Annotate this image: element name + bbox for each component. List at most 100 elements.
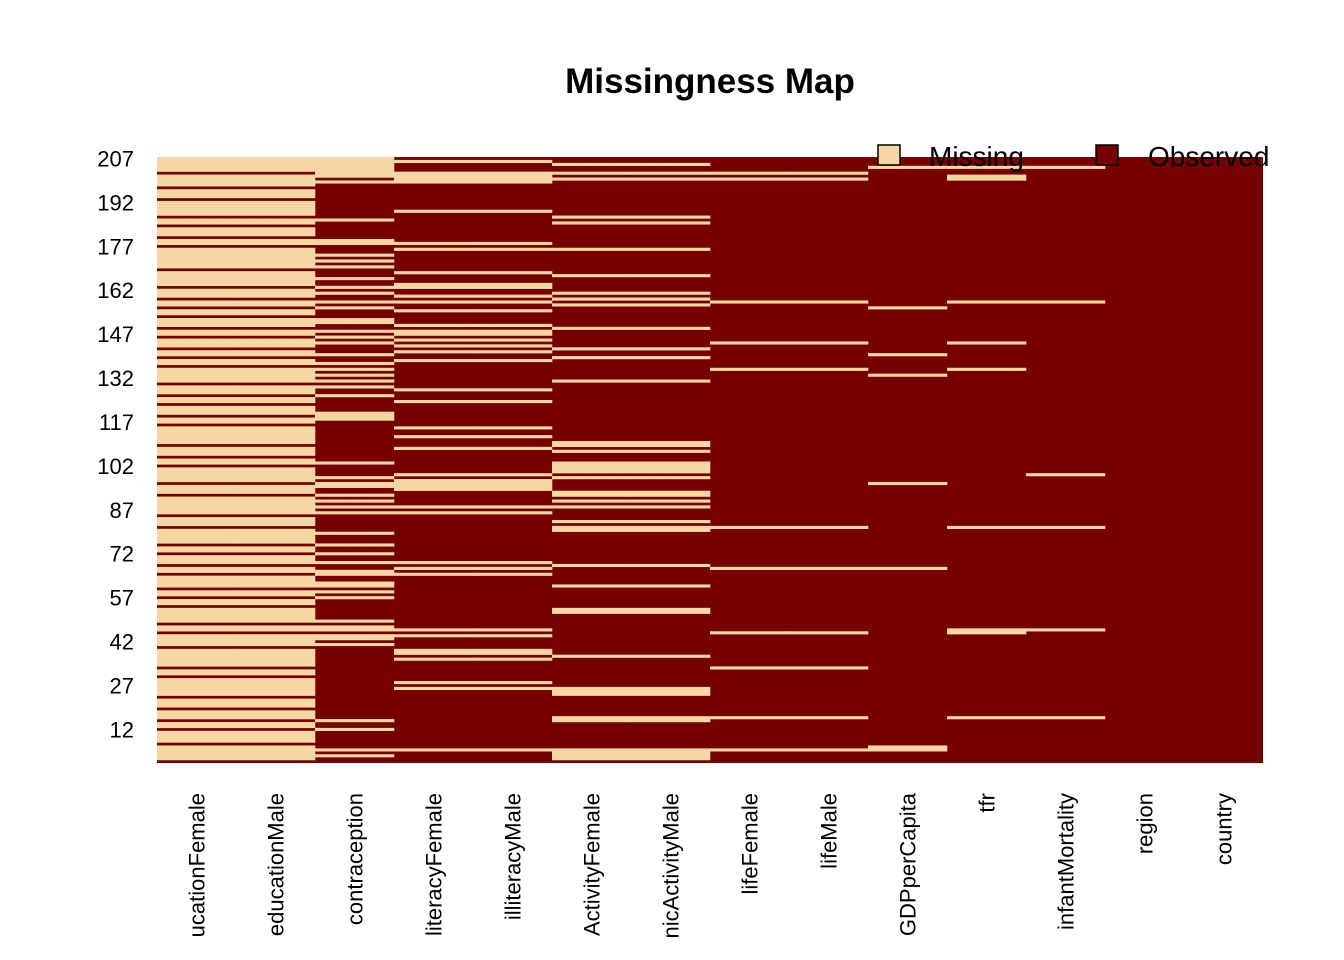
missing-cell <box>868 306 948 310</box>
missing-cell <box>631 520 711 524</box>
missing-cell <box>473 344 553 348</box>
missing-cell <box>315 596 395 600</box>
missing-cell <box>710 525 790 529</box>
missing-cell <box>947 165 1027 169</box>
column-infantMortality <box>1026 165 1106 720</box>
missing-cell <box>394 171 474 184</box>
missing-cell <box>473 566 553 570</box>
column-illiteracyMale <box>473 159 553 752</box>
missing-cell <box>947 716 1027 720</box>
missing-cell <box>315 379 395 383</box>
missing-cell <box>157 300 237 307</box>
x-tick-label-GDPperCapita: GDPperCapita <box>896 792 921 936</box>
missing-cell <box>315 353 395 357</box>
missing-cell <box>394 681 474 685</box>
missing-cell <box>157 678 237 696</box>
missing-cell <box>631 748 711 761</box>
x-axis-ticks: ucationFemale educationMale contraception l… <box>185 792 1237 938</box>
column-GDPperCapita <box>868 165 948 752</box>
missing-cell <box>473 300 553 304</box>
missing-cell <box>157 669 237 676</box>
missing-cell <box>473 399 553 404</box>
x-tick-label-educationMale: educationMale <box>264 793 289 936</box>
missing-cell <box>315 411 395 421</box>
missing-cell <box>473 329 553 336</box>
missing-cell <box>631 162 711 166</box>
x-tick-label-infantMortality: infantMortality <box>1054 793 1079 930</box>
missing-cell <box>236 625 316 632</box>
missing-cell <box>157 405 237 415</box>
missing-cell <box>315 581 395 588</box>
missing-cell <box>236 648 316 667</box>
missing-cell <box>236 575 316 588</box>
missing-cell <box>315 552 395 556</box>
missing-cell <box>236 300 316 307</box>
missing-cell <box>315 499 395 503</box>
missing-cell <box>315 329 395 333</box>
missing-cell <box>157 157 237 172</box>
missing-cell <box>473 426 553 430</box>
column-contraception <box>315 157 395 758</box>
missing-cell <box>236 546 316 553</box>
missing-cell <box>236 599 316 606</box>
missing-cell <box>236 318 316 327</box>
missing-cell <box>315 361 395 366</box>
missing-cell <box>157 309 237 316</box>
x-tick-label-tfr: tfr <box>975 793 1000 813</box>
missing-cell <box>315 318 395 325</box>
missing-cell <box>315 277 395 281</box>
missing-cell <box>1026 525 1106 529</box>
missing-cell <box>157 745 237 761</box>
missing-cell <box>631 505 711 509</box>
missing-cell <box>236 698 316 708</box>
missing-cell <box>552 291 632 295</box>
missing-cell <box>315 619 395 623</box>
missing-cell <box>236 426 316 445</box>
y-tick-label: 57 <box>110 586 134 611</box>
missing-cell <box>157 648 237 667</box>
missing-cell <box>947 367 1027 371</box>
missing-cell <box>789 367 869 371</box>
missing-cell <box>157 555 237 565</box>
y-tick-label: 207 <box>97 146 134 171</box>
missing-cell <box>552 274 632 278</box>
missing-cell <box>157 517 237 527</box>
missing-cell <box>236 350 316 357</box>
legend-swatch-missing <box>877 144 901 166</box>
missing-cell <box>236 745 316 761</box>
missing-cell <box>473 479 553 491</box>
missing-cell <box>631 584 711 588</box>
missing-cell <box>315 265 395 269</box>
x-tick-label-country: country <box>1212 793 1237 865</box>
missing-cell <box>710 177 790 181</box>
missing-cell <box>236 607 316 623</box>
missing-cell <box>394 446 474 450</box>
y-tick-label: 192 <box>97 190 134 215</box>
missing-cell <box>631 476 711 480</box>
missing-cell <box>157 271 237 287</box>
missing-cell <box>947 341 1027 345</box>
x-tick-label-region: region <box>1133 793 1158 854</box>
missing-cell <box>236 634 316 647</box>
missing-cell <box>394 300 474 304</box>
missing-cell <box>236 528 316 544</box>
missing-cell <box>552 476 632 480</box>
missing-cell <box>789 300 869 304</box>
missing-cell <box>552 215 632 219</box>
missing-cell <box>236 227 316 237</box>
missing-cell <box>552 303 632 307</box>
missing-cell <box>789 171 869 175</box>
missing-cell <box>552 525 632 532</box>
missing-cell <box>315 531 395 535</box>
missing-cell <box>473 294 553 298</box>
missing-cell <box>552 748 632 761</box>
missing-cell <box>315 748 395 752</box>
missing-cell <box>157 575 237 588</box>
missing-cell <box>710 367 790 371</box>
missing-cell <box>236 367 316 383</box>
missing-cell <box>394 329 474 336</box>
missing-cell <box>394 686 474 691</box>
missing-cell <box>157 227 237 237</box>
missing-cell <box>394 628 474 632</box>
missing-cell <box>157 350 237 357</box>
